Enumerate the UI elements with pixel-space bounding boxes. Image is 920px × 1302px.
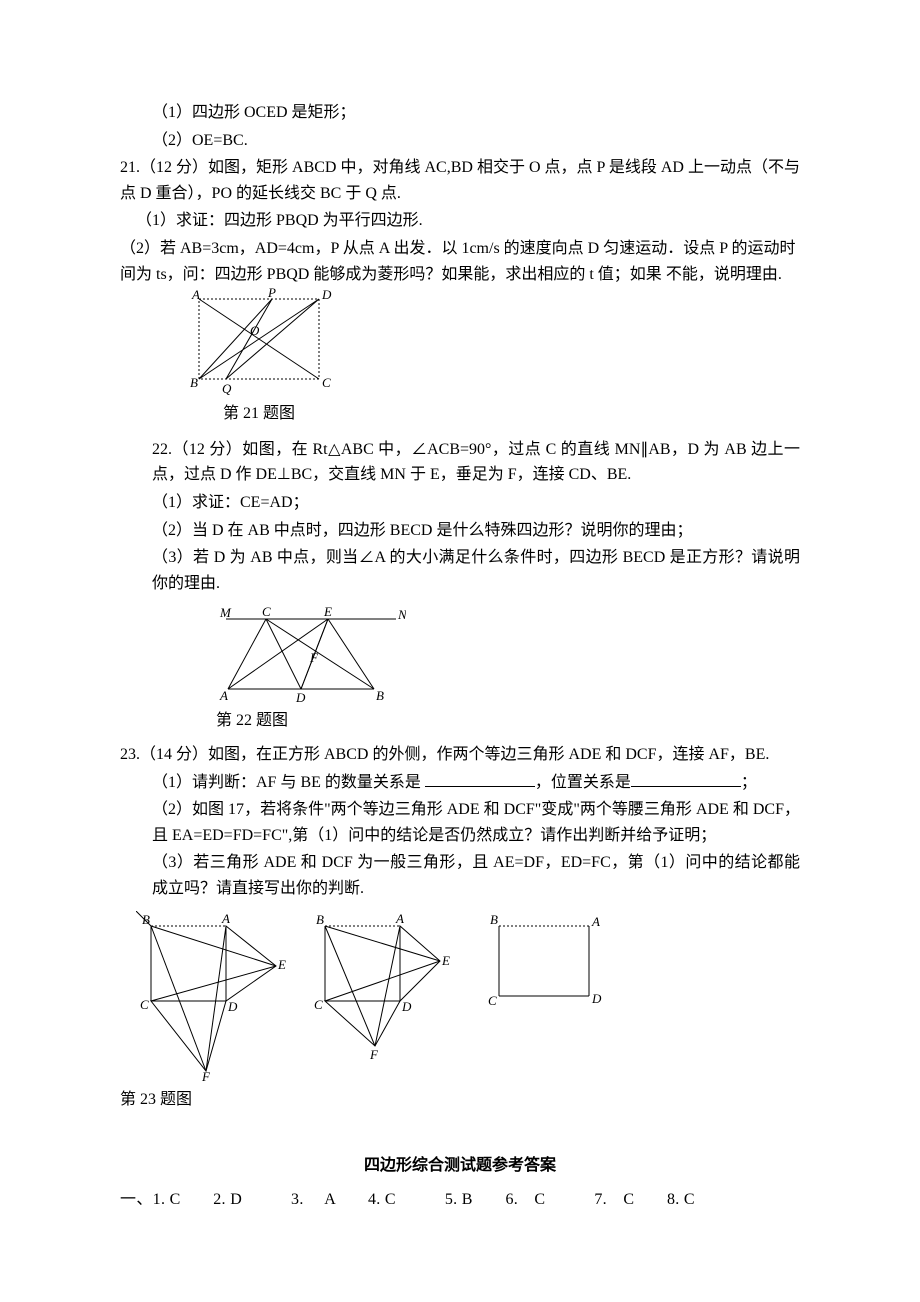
q22-p2: （2）当 D 在 AB 中点时，四边形 BECD 是什么特殊四边形？说明你的理由… (120, 518, 800, 544)
q23-p1: （1）请判断：AF 与 BE 的数量关系是 ，位置关系是 ； (120, 770, 800, 796)
q22-label-M: M (219, 605, 232, 620)
q22-label-N: N (397, 607, 406, 622)
q21-figure-wrap: A P D B Q C O 第 21 题图 (184, 287, 334, 427)
q23f3-C: C (488, 993, 497, 1008)
q23-p2: （2）如图 17，若将条件"两个等边三角形 ADE 和 DCF"变成"两个等腰三… (120, 797, 800, 848)
q22-p1: （1）求证：CE=AD； (120, 490, 800, 516)
q20-part2: （2）OE=BC. (120, 128, 800, 154)
q21-p2-block: （2）若 AB=3cm，AD=4cm，P 从点 A 出发．以 1cm/s 的速度… (120, 236, 800, 431)
q21-label-Q: Q (222, 381, 232, 396)
q21-label-O: O (250, 323, 260, 338)
q23f1-D: D (227, 999, 238, 1014)
q22-label-B: B (376, 688, 384, 703)
q22-label-F: F (309, 650, 319, 665)
q23f1-A: A (221, 911, 230, 926)
q22-p3: （3）若 D 为 AB 中点，则当∠A 的大小满足什么条件时，四边形 BECD … (120, 545, 800, 596)
q21-figure: A P D B Q C O (184, 287, 334, 397)
q23f2-B: B (316, 912, 324, 927)
q23-p1c: ； (741, 774, 757, 791)
answers-line1: 一、1. C 2. D 3. A 4. C 5. B 6. C 7. C 8. … (120, 1187, 800, 1213)
q23f3-D: D (591, 991, 602, 1006)
q22-label-A: A (219, 688, 228, 703)
q23f1-E: E (277, 957, 286, 972)
q23-caption: 第 23 题图 (120, 1087, 800, 1113)
q23-p1b: ，位置关系是 (535, 774, 631, 791)
q23-fig2: B A C D E F (310, 911, 460, 1061)
q23-figures: B A C D E F B A C D E F (136, 911, 800, 1081)
q23f3-B: B (490, 912, 498, 927)
q22-header: 22.（12 分）如图，在 Rt△ABC 中，∠ACB=90°，过点 C 的直线… (120, 437, 800, 488)
q23f2-A: A (395, 911, 404, 926)
q21-header: 21.（12 分）如图，矩形 ABCD 中，对角线 AC,BD 相交于 O 点，… (120, 155, 800, 206)
q23-p1a: （1）请判断：AF 与 BE 的数量关系是 (152, 774, 425, 791)
q23f1-C: C (140, 997, 149, 1012)
q21-label-D: D (321, 287, 332, 302)
q23f2-C: C (314, 997, 323, 1012)
q22-figure-wrap: M C E N A D B F 第 22 题图 (216, 604, 800, 734)
q22-figure: M C E N A D B F (216, 604, 406, 704)
q21-p1: （1）求证：四边形 PBQD 为平行四边形. (120, 208, 800, 234)
q21-label-P: P (267, 287, 276, 300)
q23-fig3: B A C D (484, 911, 614, 1011)
q23f1-F: F (201, 1069, 211, 1081)
q21-label-C: C (322, 375, 331, 390)
q23-blank1[interactable] (425, 771, 535, 787)
q23f2-E: E (441, 953, 450, 968)
q21-label-A: A (191, 287, 200, 302)
q21-p2b: 不能，说明理由. (666, 266, 782, 283)
q23f2-F: F (369, 1047, 379, 1061)
q21-label-B: B (190, 375, 198, 390)
q23-blank2[interactable] (631, 771, 741, 787)
q23-header: 23.（14 分）如图，在正方形 ABCD 的外侧，作两个等边三角形 ADE 和… (120, 742, 800, 768)
q21-caption: 第 21 题图 (184, 401, 334, 427)
q22-label-C: C (262, 604, 271, 619)
q22-caption: 第 22 题图 (216, 708, 800, 734)
q23f2-D: D (401, 999, 412, 1014)
answers-title: 四边形综合测试题参考答案 (120, 1153, 800, 1179)
q23-p3: （3）若三角形 ADE 和 DCF 为一般三角形，且 AE=DF，ED=FC，第… (120, 850, 800, 901)
q22-label-E: E (323, 604, 332, 619)
q20-part1: （1）四边形 OCED 是矩形； (120, 100, 800, 126)
q23f1-B: B (142, 912, 150, 927)
q23f3-A: A (591, 914, 600, 929)
q22-label-D: D (295, 690, 306, 704)
q23-fig1: B A C D E F (136, 911, 286, 1081)
